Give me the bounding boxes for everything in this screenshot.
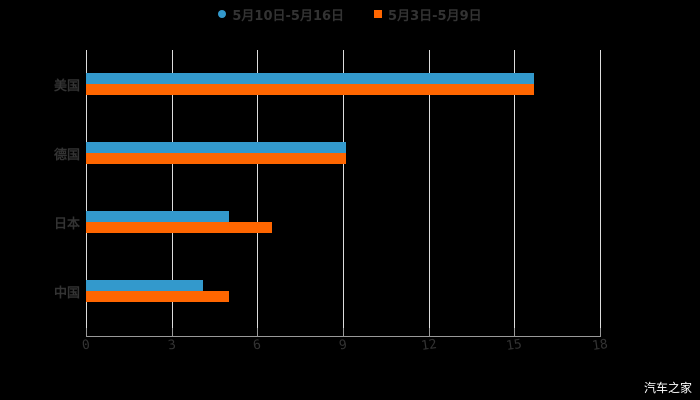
bar[interactable] [86, 153, 346, 164]
axis-tick [257, 328, 259, 337]
bar[interactable] [86, 73, 535, 84]
legend-item-series1[interactable]: 5月10日-5月16日 [218, 4, 344, 24]
gridline [86, 50, 87, 328]
gridline [600, 50, 601, 328]
axis-tick [428, 328, 430, 337]
axis-tick [171, 328, 173, 337]
watermark: 汽车之家 [643, 381, 692, 395]
bar[interactable] [86, 280, 204, 291]
x-tick-label: 3 [166, 337, 177, 354]
y-category-label: 中国 [53, 286, 80, 301]
y-category-label: 美国 [53, 79, 80, 94]
y-category-label: 日本 [53, 217, 80, 232]
legend-item-series2[interactable]: 5月3日-5月9日 [374, 4, 482, 24]
x-tick-label: 9 [338, 337, 348, 354]
bar[interactable] [86, 291, 229, 302]
legend-label: 5月10日-5月16日 [232, 8, 345, 24]
bar[interactable] [86, 222, 272, 233]
gridline [428, 50, 430, 328]
gridline [171, 50, 173, 328]
axis-tick [514, 328, 516, 337]
gridline [514, 50, 516, 328]
axis-tick [600, 328, 601, 337]
x-axis [86, 336, 600, 337]
gridline [343, 50, 344, 328]
x-tick-label: 0 [81, 337, 91, 354]
circle-icon [218, 10, 227, 18]
x-tick-label: 12 [419, 336, 438, 355]
axis-tick [343, 328, 344, 337]
x-tick-label: 18 [591, 336, 609, 355]
gridline [257, 50, 259, 328]
bar[interactable] [86, 211, 229, 222]
y-category-label: 德国 [53, 148, 80, 163]
axis-tick [86, 328, 87, 337]
legend: 5月10日-5月16日 5月3日-5月9日 [0, 4, 700, 24]
x-tick-label: 6 [252, 337, 263, 354]
square-icon [374, 10, 383, 18]
bar[interactable] [86, 84, 535, 95]
bar[interactable] [86, 142, 346, 153]
x-tick-label: 15 [505, 336, 524, 355]
legend-label: 5月3日-5月9日 [388, 8, 482, 24]
